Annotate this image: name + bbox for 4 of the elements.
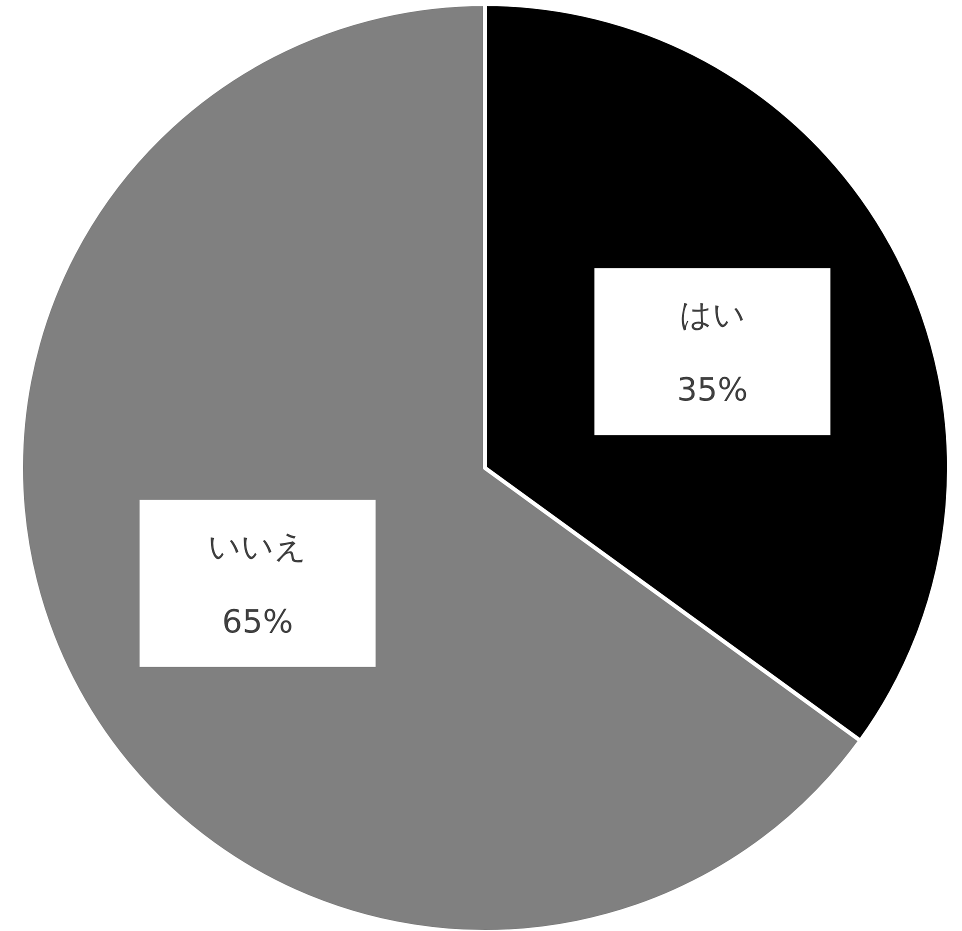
- slice-label: いいえ: [208, 527, 308, 566]
- data-label: 35%: [676, 370, 748, 409]
- data-label: 65%: [222, 602, 294, 640]
- slice-label: はい: [679, 296, 746, 334]
